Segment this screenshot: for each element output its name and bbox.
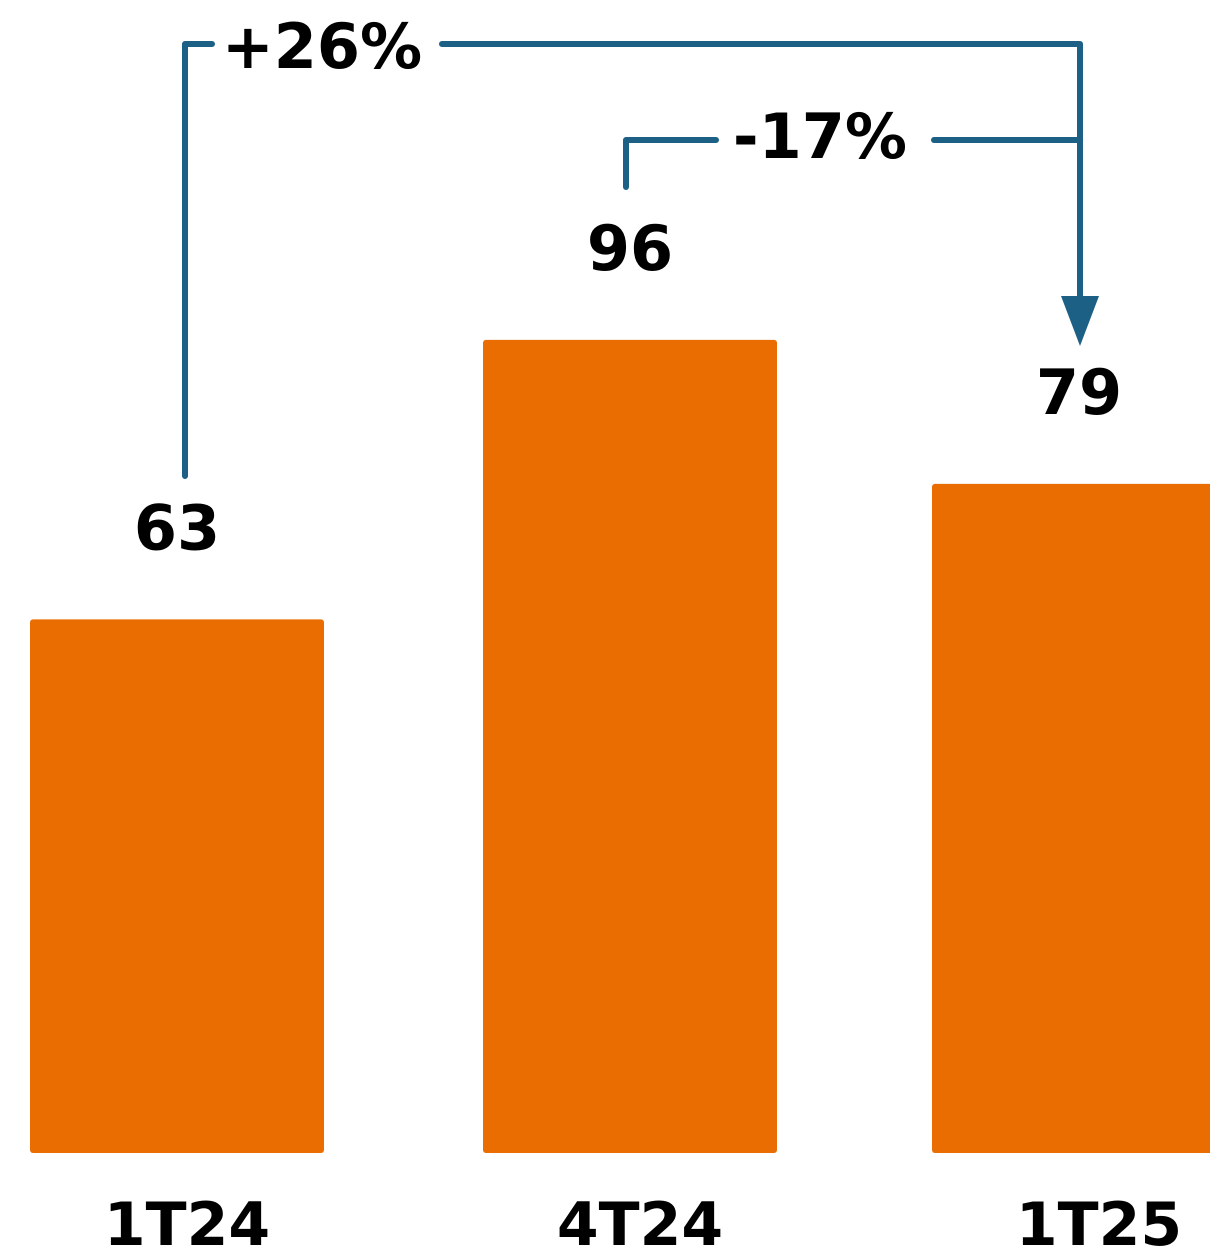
connector-plus26-left xyxy=(182,41,215,479)
connector-minus17-left xyxy=(623,137,719,190)
comparison-connectors xyxy=(182,41,1099,479)
bar-1T25 xyxy=(932,483,1210,1153)
bar-4T24 xyxy=(483,339,777,1153)
value-labels-group: 63 96 79 xyxy=(134,212,1122,565)
category-label-1T25: 1T25 xyxy=(1016,1190,1182,1251)
delta-label-minus17: -17% xyxy=(733,100,907,173)
delta-labels-group: +26% -17% xyxy=(222,10,907,173)
connector-plus26-right xyxy=(439,41,1083,303)
category-label-1T24: 1T24 xyxy=(104,1190,270,1251)
value-label-1T25: 79 xyxy=(1036,356,1122,429)
bars-group xyxy=(30,339,1210,1153)
arrow-down-icon xyxy=(1061,296,1099,346)
category-labels-group: 1T24 4T24 1T25 xyxy=(104,1190,1182,1251)
delta-label-plus26: +26% xyxy=(222,10,422,83)
value-label-1T24: 63 xyxy=(134,491,220,564)
category-label-4T24: 4T24 xyxy=(557,1190,723,1251)
bar-1T24 xyxy=(30,619,324,1153)
value-label-4T24: 96 xyxy=(587,212,673,285)
